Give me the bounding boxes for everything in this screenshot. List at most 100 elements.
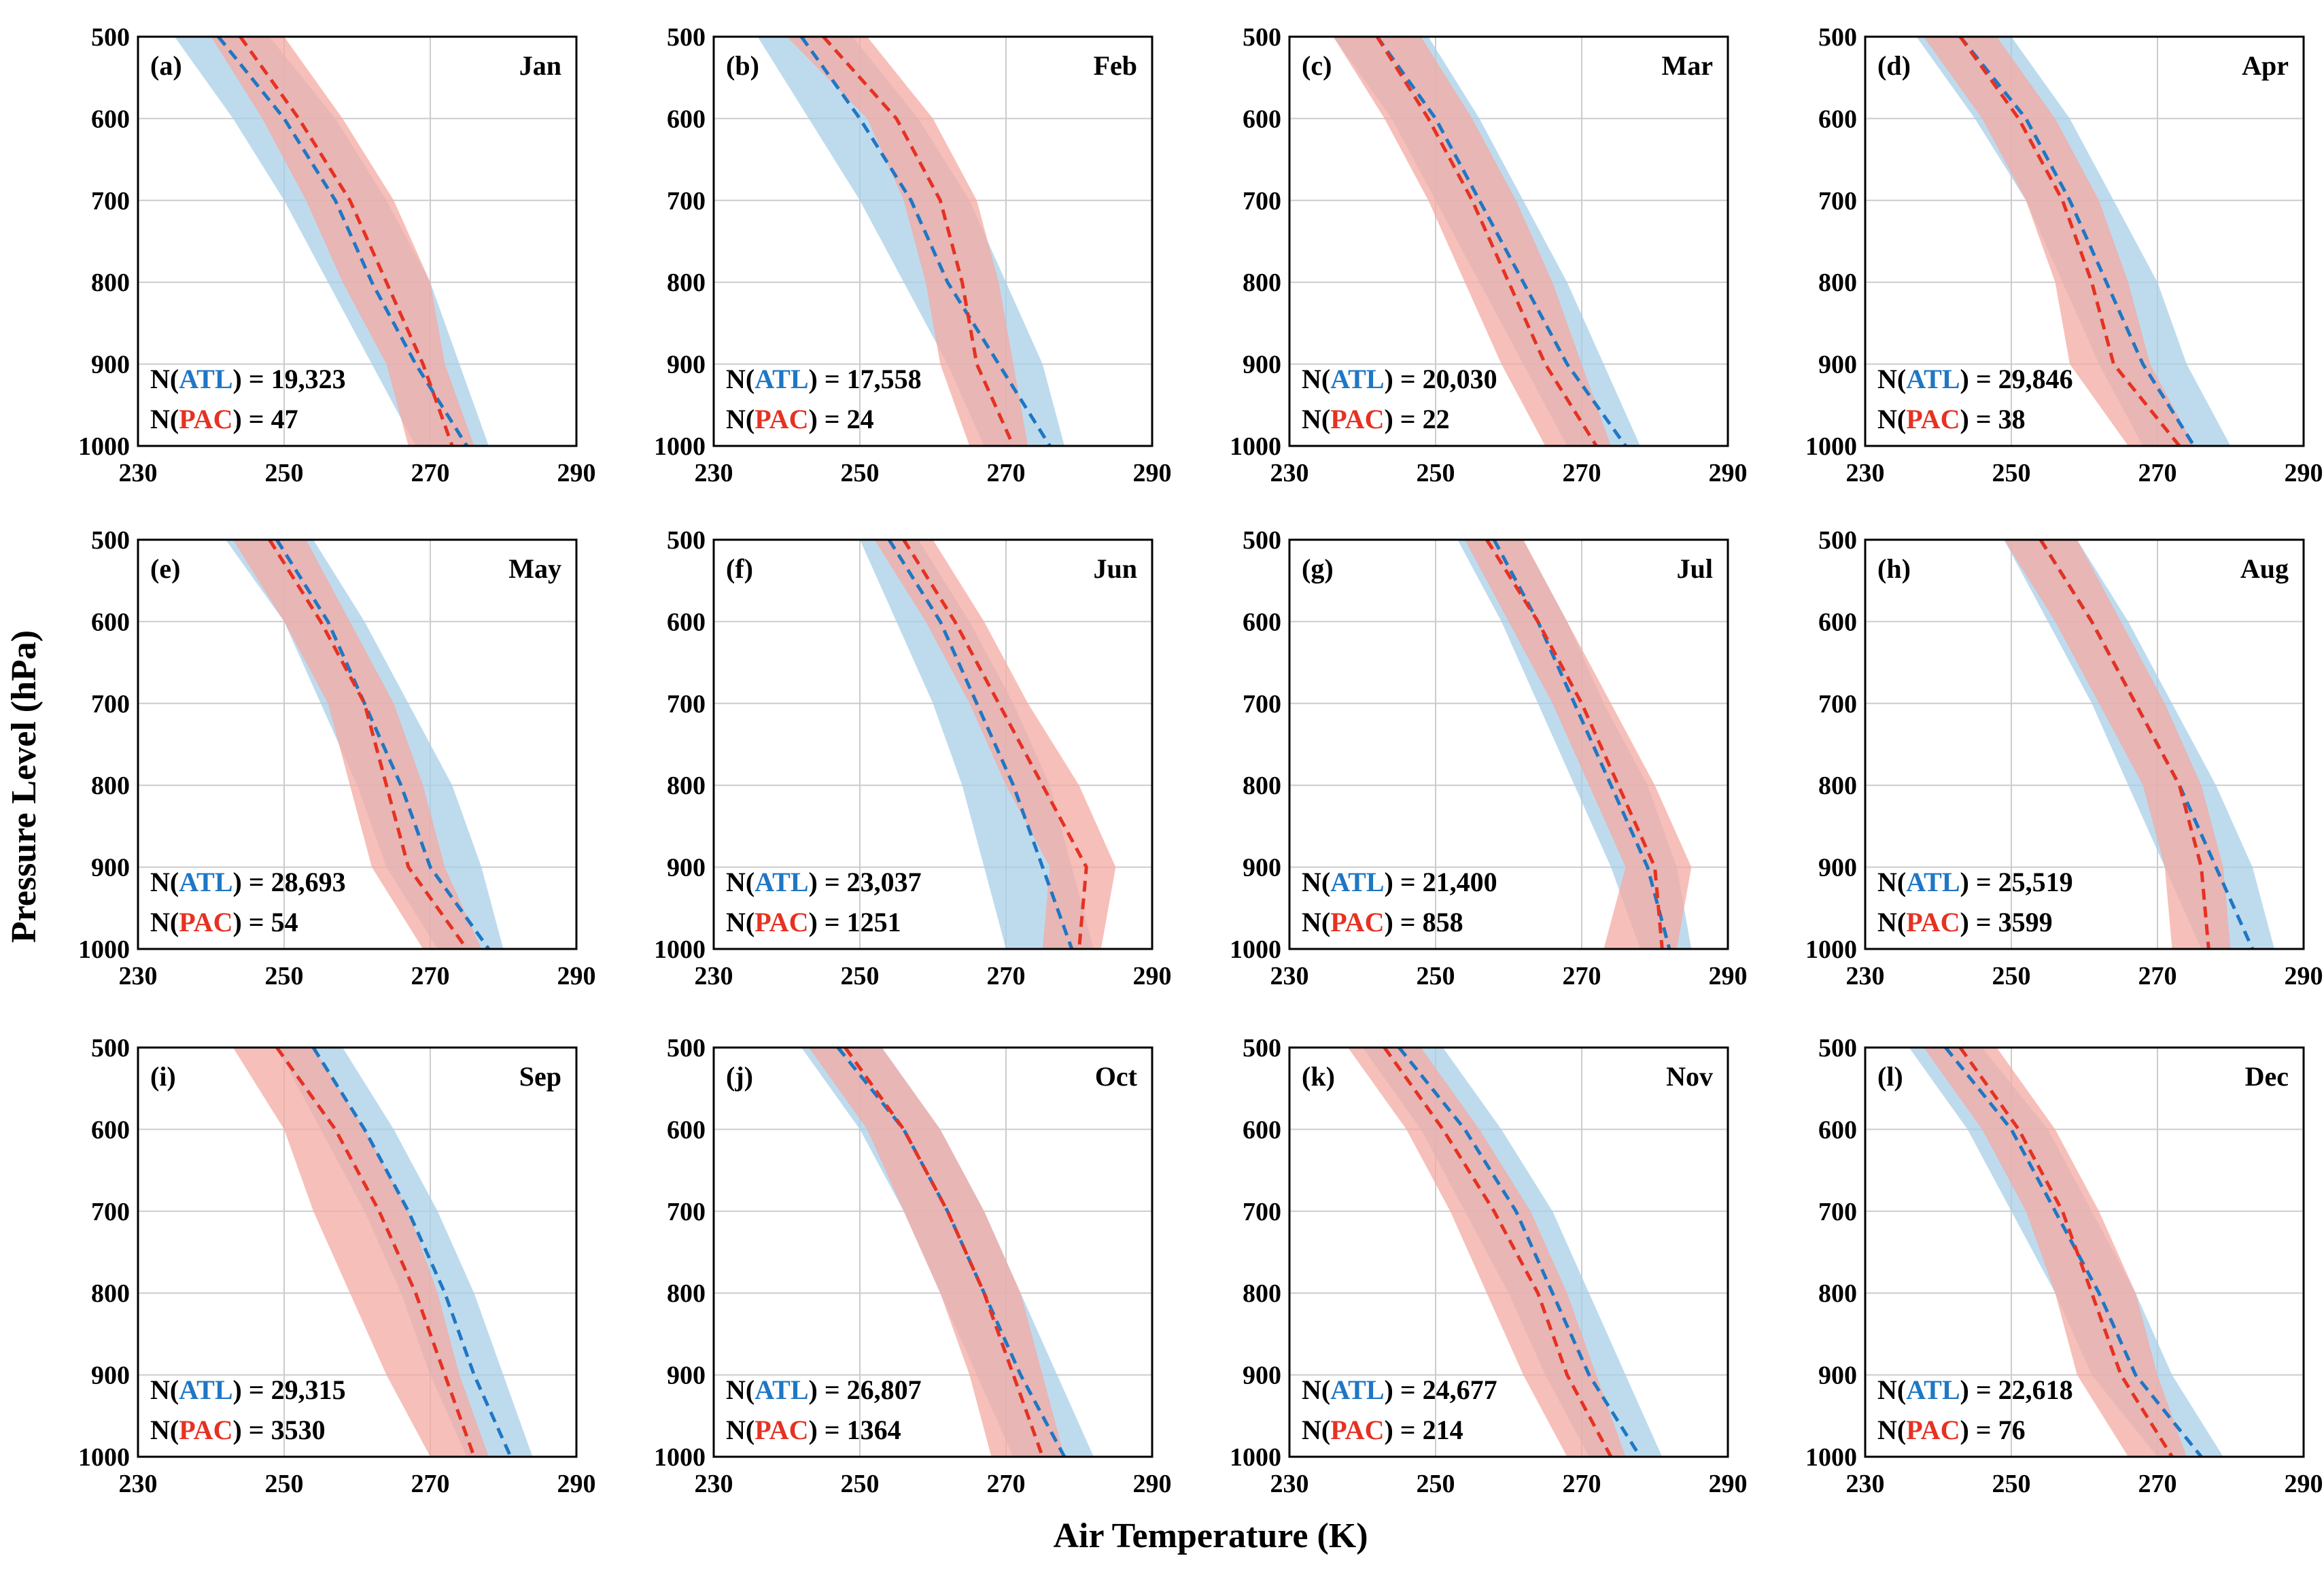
x-tick-label: 250 [265, 459, 304, 487]
y-tick-label: 600 [91, 608, 130, 636]
x-tick-label: 250 [265, 1470, 304, 1498]
pac-mean-line [268, 540, 468, 949]
y-tick-label: 900 [1243, 1362, 1281, 1390]
panel-tag: (i) [150, 1061, 176, 1092]
x-tick-label: 270 [2138, 459, 2177, 487]
y-tick-label: 1000 [78, 1443, 130, 1472]
x-tick-label: 270 [2138, 962, 2177, 990]
y-tick-label: 900 [91, 854, 130, 882]
count-atl: N(ATL) = 26,807 [726, 1375, 922, 1405]
count-atl: N(ATL) = 25,519 [1877, 867, 2073, 897]
y-tick-label: 1000 [78, 935, 130, 964]
plot-area [2004, 540, 2274, 949]
count-pac: N(PAC) = 47 [150, 404, 298, 434]
plot-area [757, 37, 1064, 446]
x-tick-label: 290 [557, 459, 596, 487]
atl-mean-line [1398, 1048, 1642, 1457]
y-tick-label: 900 [91, 351, 130, 379]
axes-frame [1288, 1046, 1729, 1458]
x-tick-label: 270 [1563, 962, 1601, 990]
y-tick-label: 500 [667, 526, 706, 555]
axes-frame [712, 538, 1154, 950]
x-tick-label: 270 [2138, 1470, 2177, 1498]
pac-mean-line [1485, 540, 1664, 949]
y-tick-label: 1000 [654, 432, 706, 461]
y-tick-label: 900 [1818, 854, 1857, 882]
y-tick-label: 900 [1818, 351, 1857, 379]
pac-spread-band [232, 1048, 489, 1457]
count-pac: N(PAC) = 54 [150, 907, 298, 937]
x-tick-label: 290 [1133, 1470, 1172, 1498]
y-tick-label: 700 [667, 187, 706, 215]
y-tick-label: 600 [1243, 608, 1281, 636]
axes-frame [1288, 538, 1729, 950]
x-tick-label: 250 [841, 962, 880, 990]
panel-month: Dec [2245, 1061, 2289, 1092]
x-tick-label: 270 [1563, 1470, 1601, 1498]
x-tick-label: 230 [1846, 459, 1885, 487]
y-tick-label: 800 [1243, 772, 1281, 800]
y-tick-label: 1000 [78, 432, 130, 461]
y-tick-label: 800 [667, 772, 706, 800]
y-tick-label: 800 [1243, 1279, 1281, 1308]
y-tick-label: 800 [91, 772, 130, 800]
count-atl: N(ATL) = 22,618 [1877, 1375, 2073, 1405]
pac-mean-line [275, 1048, 476, 1457]
y-tick-label: 700 [1243, 187, 1281, 215]
pac-mean-line [844, 1048, 1045, 1457]
y-tick-label: 500 [1818, 23, 1857, 52]
count-atl: N(ATL) = 23,037 [726, 867, 922, 897]
y-tick-label: 1000 [1230, 935, 1281, 964]
x-tick-label: 290 [557, 1470, 596, 1498]
y-tick-label: 500 [667, 1034, 706, 1062]
panel-tag: (f) [726, 553, 753, 584]
y-tick-label: 900 [1243, 854, 1281, 882]
pac-spread-band [232, 540, 482, 949]
count-pac: N(PAC) = 22 [1302, 404, 1450, 434]
y-tick-label: 700 [667, 1198, 706, 1226]
axes-frame [1864, 35, 2305, 447]
axes-frame [1864, 538, 2305, 950]
x-tick-label: 250 [1417, 459, 1455, 487]
y-tick-label: 600 [1243, 1116, 1281, 1144]
x-tick-label: 250 [841, 459, 880, 487]
y-tick-label: 900 [91, 1362, 130, 1390]
y-tick-label: 700 [1818, 690, 1857, 719]
y-tick-label: 500 [91, 23, 130, 52]
panel-tag: (h) [1877, 553, 1911, 584]
y-tick-label: 700 [91, 1198, 130, 1226]
x-tick-label: 250 [1992, 459, 2031, 487]
panel-tag: (e) [150, 553, 180, 584]
axes-frame [137, 35, 578, 447]
plot-area [232, 1048, 533, 1457]
x-tick-label: 290 [2285, 962, 2323, 990]
x-tick-label: 270 [411, 962, 450, 990]
count-atl: N(ATL) = 29,846 [1877, 364, 2073, 394]
y-tick-label: 900 [1818, 1362, 1857, 1390]
x-tick-label: 270 [987, 1470, 1026, 1498]
axes-frame [712, 1046, 1154, 1458]
y-tick-label: 700 [1818, 187, 1857, 215]
plot-area [226, 540, 504, 949]
y-tick-label: 600 [1818, 1116, 1857, 1144]
y-tick-label: 1000 [1805, 935, 1857, 964]
y-tick-label: 600 [1818, 105, 1857, 133]
y-tick-label: 500 [1818, 526, 1857, 555]
y-tick-label: 800 [1818, 269, 1857, 297]
plot-area [1909, 1048, 2223, 1457]
pac-spread-band [808, 1048, 1064, 1457]
y-tick-label: 800 [91, 269, 130, 297]
y-tick-label: 800 [667, 269, 706, 297]
plot-area [1457, 540, 1692, 949]
y-tick-label: 1000 [1230, 432, 1281, 461]
y-tick-label: 700 [91, 187, 130, 215]
x-tick-label: 230 [1846, 962, 1885, 990]
